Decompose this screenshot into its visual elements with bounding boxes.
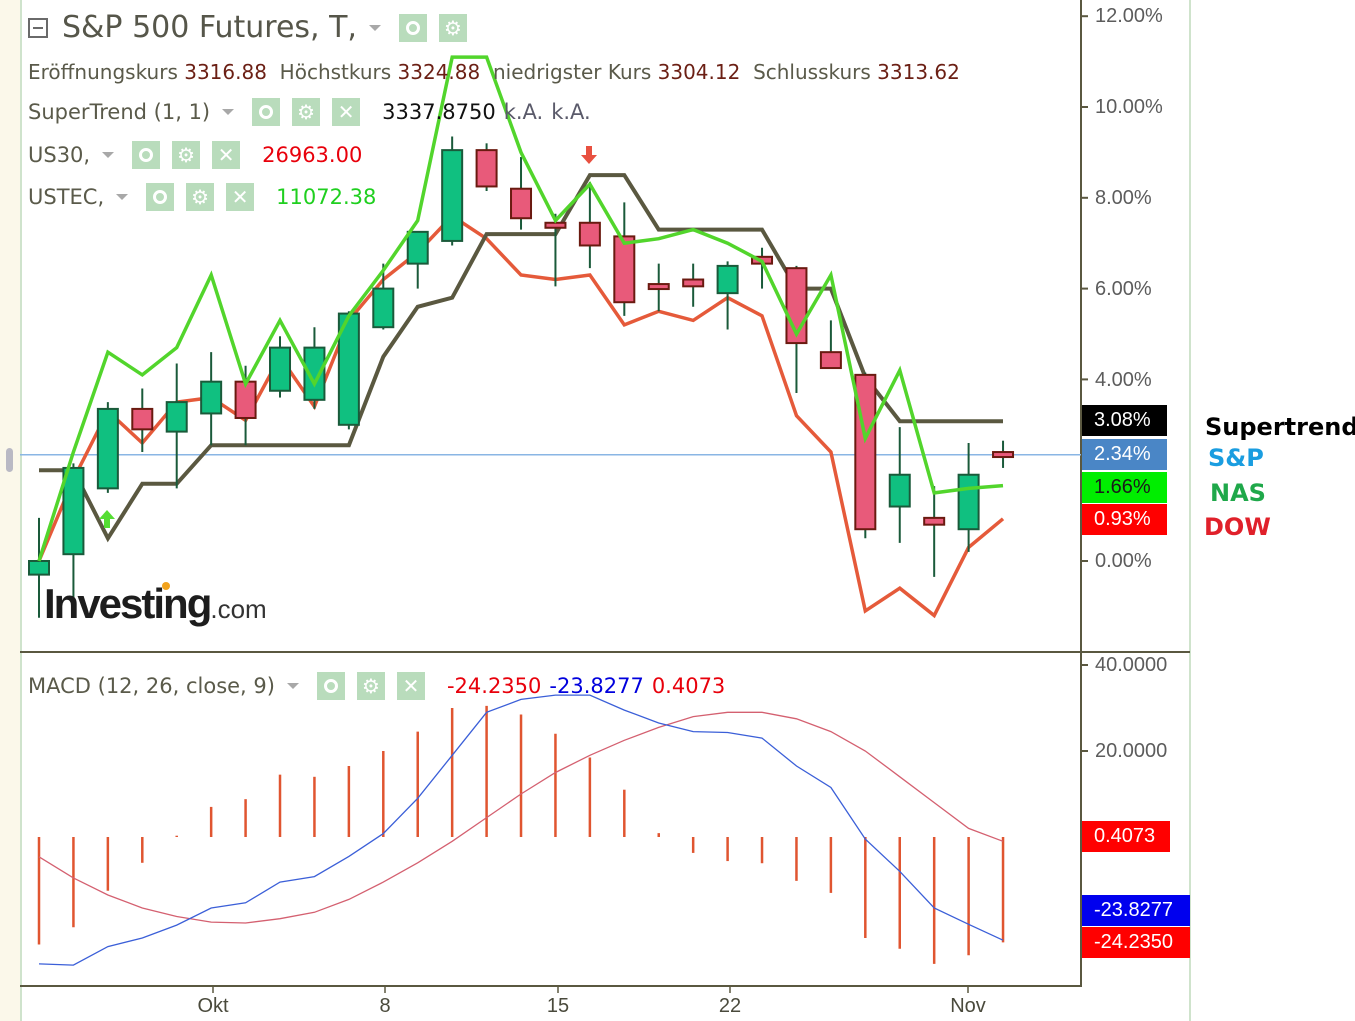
right-panel-divider [1189, 0, 1191, 1021]
high-value: 3324.88 [397, 60, 481, 84]
logo-suffix: .com [210, 594, 267, 624]
caret-down-icon[interactable] [286, 683, 299, 689]
x-label-8: 8 [379, 995, 391, 1017]
supertrend-legend: SuperTrend (1, 1) 3337.8750 k.A. k.A. [28, 98, 591, 126]
caret-down-icon[interactable] [116, 194, 129, 200]
close-icon[interactable] [332, 98, 361, 126]
low-label: niedrigster Kurs [492, 60, 652, 84]
caret-down-icon[interactable] [222, 109, 235, 115]
macd-line [38, 694, 1004, 966]
gear-icon[interactable] [172, 141, 201, 169]
low-value: 3304.12 [657, 60, 741, 84]
macd-tag: -24.2350 [1082, 927, 1190, 958]
nas-overlay-line [37, 55, 1004, 562]
supertrend-value-2: k.A. [503, 100, 544, 124]
close-value: 3313.62 [877, 60, 960, 84]
gear-icon[interactable] [356, 672, 385, 700]
gear-icon[interactable] [292, 98, 321, 126]
dow-price-tag: 0.93% [1082, 504, 1167, 535]
macd-histogram [37, 705, 1005, 964]
logo-text: Investing [44, 580, 212, 627]
us30-value: 26963.00 [262, 143, 363, 167]
left-panel-strip [0, 0, 22, 1021]
eye-icon[interactable] [146, 183, 175, 211]
legend-dow: DOW [1204, 513, 1271, 541]
dow-overlay-line [37, 213, 1005, 619]
high-label: Höchstkurs [279, 60, 392, 84]
eye-icon[interactable] [398, 13, 427, 42]
x-label-22: 22 [718, 995, 742, 1017]
open-label: Eröffnungskurs [28, 60, 178, 84]
x-label-okt: Okt [197, 995, 229, 1017]
y-tick-0: 0.00% [1095, 550, 1152, 572]
gear-icon[interactable] [438, 13, 467, 42]
supertrend-line [39, 173, 1003, 543]
macd-label[interactable]: MACD (12, 26, close, 9) [28, 674, 275, 698]
us30-label[interactable]: US30, [28, 143, 91, 167]
macd-legend: MACD (12, 26, close, 9) -24.2350 -23.827… [28, 672, 725, 700]
close-icon[interactable] [212, 141, 241, 169]
caret-down-icon[interactable] [368, 24, 381, 31]
macd-signal-value: -23.8277 [549, 674, 644, 698]
close-icon[interactable] [396, 672, 425, 700]
minus-square-icon[interactable] [28, 17, 48, 38]
gear-icon[interactable] [186, 183, 215, 211]
y-tick-10: 10.00% [1095, 96, 1163, 118]
eye-icon[interactable] [132, 141, 161, 169]
y-tick-6: 6.00% [1095, 278, 1152, 300]
supertrend-value: 3337.8750 [382, 100, 496, 124]
y-tick-12: 12.00% [1095, 5, 1163, 27]
macd-value: -24.2350 [446, 674, 542, 698]
macd-signal-tag: -23.8277 [1082, 895, 1190, 926]
legend-sp: S&P [1208, 444, 1264, 472]
open-value: 3316.88 [184, 60, 267, 84]
legend-supertrend: Supertrend [1205, 413, 1355, 441]
macd-hist-value: 0.4073 [651, 674, 726, 698]
supertrend-label[interactable]: SuperTrend (1, 1) [28, 100, 211, 124]
y-tick-8: 8.00% [1095, 187, 1152, 209]
legend-nas: NAS [1210, 479, 1266, 507]
eye-icon[interactable] [316, 672, 345, 700]
logo-dot-icon [162, 582, 170, 590]
investing-logo: Investing.com [44, 580, 267, 628]
ustec-value: 11072.38 [276, 185, 377, 209]
y-tick-4: 4.00% [1095, 369, 1152, 391]
chart-title: S&P 500 Futures, T, [62, 10, 357, 45]
macd-hist-tag: 0.4073 [1082, 821, 1170, 852]
supertrend-price-tag: 3.08% [1082, 405, 1167, 436]
sp-price-tag: 2.34% [1082, 439, 1167, 470]
ohlc-row: Eröffnungskurs 3316.88 Höchstkurs 3324.8… [28, 60, 960, 84]
supertrend-value-3: k.A. [551, 100, 591, 124]
buy-signal-arrow-icon [99, 510, 115, 528]
chart-title-row: S&P 500 Futures, T, [28, 10, 471, 45]
us30-legend: US30, 26963.00 [28, 141, 362, 169]
eye-icon[interactable] [252, 98, 281, 126]
close-icon[interactable] [226, 183, 255, 211]
macd-tick-40: 40.0000 [1095, 654, 1168, 676]
close-label: Schlusskurs [753, 60, 871, 84]
caret-down-icon[interactable] [102, 152, 115, 158]
macd-tick-20: 20.0000 [1095, 740, 1168, 762]
ustec-legend: USTEC, 11072.38 [28, 183, 376, 211]
x-label-15: 15 [546, 995, 570, 1017]
sell-signal-arrow-icon [581, 146, 597, 164]
panel-resize-handle[interactable] [6, 448, 13, 472]
x-label-nov: Nov [950, 995, 986, 1017]
macd-signal-line [38, 711, 1004, 924]
nas-price-tag: 1.66% [1082, 472, 1167, 503]
ustec-label[interactable]: USTEC, [28, 185, 105, 209]
